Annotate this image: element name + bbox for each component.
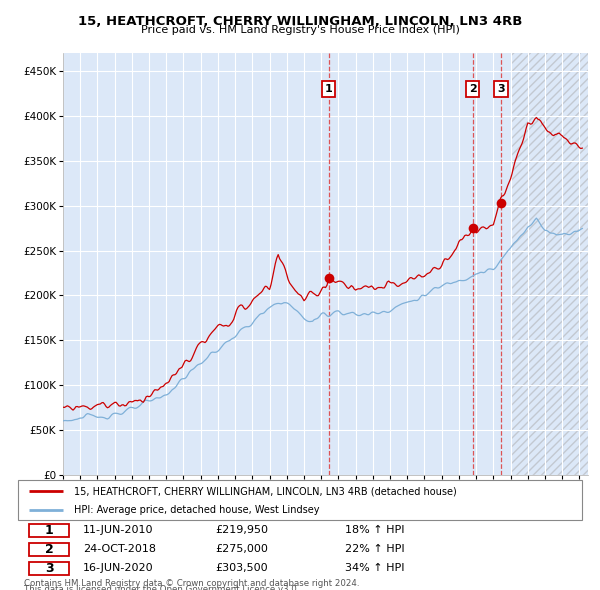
FancyBboxPatch shape [29,523,69,537]
Bar [511,53,588,475]
Text: 18% ↑ HPI: 18% ↑ HPI [345,525,404,535]
Text: 2: 2 [44,543,53,556]
Text: 34% ↑ HPI: 34% ↑ HPI [345,563,404,573]
Text: 3: 3 [497,84,505,94]
Text: 15, HEATHCROFT, CHERRY WILLINGHAM, LINCOLN, LN3 4RB: 15, HEATHCROFT, CHERRY WILLINGHAM, LINCO… [78,15,522,28]
Text: 1: 1 [44,524,53,537]
Text: 16-JUN-2020: 16-JUN-2020 [83,563,154,573]
FancyBboxPatch shape [29,562,69,575]
FancyBboxPatch shape [29,543,69,556]
Text: 2: 2 [469,84,477,94]
Text: 11-JUN-2010: 11-JUN-2010 [83,525,154,535]
Text: 15, HEATHCROFT, CHERRY WILLINGHAM, LINCOLN, LN3 4RB (detached house): 15, HEATHCROFT, CHERRY WILLINGHAM, LINCO… [74,487,457,497]
Text: 22% ↑ HPI: 22% ↑ HPI [345,545,405,554]
Text: This data is licensed under the Open Government Licence v3.0.: This data is licensed under the Open Gov… [23,585,299,590]
Text: 24-OCT-2018: 24-OCT-2018 [83,545,156,554]
Text: £219,950: £219,950 [215,525,268,535]
FancyBboxPatch shape [18,480,582,520]
Text: 3: 3 [45,562,53,575]
Text: £275,000: £275,000 [215,545,268,554]
Text: Price paid vs. HM Land Registry's House Price Index (HPI): Price paid vs. HM Land Registry's House … [140,25,460,35]
Text: Contains HM Land Registry data © Crown copyright and database right 2024.: Contains HM Land Registry data © Crown c… [23,579,359,588]
Text: 1: 1 [325,84,332,94]
Text: £303,500: £303,500 [215,563,268,573]
Text: HPI: Average price, detached house, West Lindsey: HPI: Average price, detached house, West… [74,506,320,515]
